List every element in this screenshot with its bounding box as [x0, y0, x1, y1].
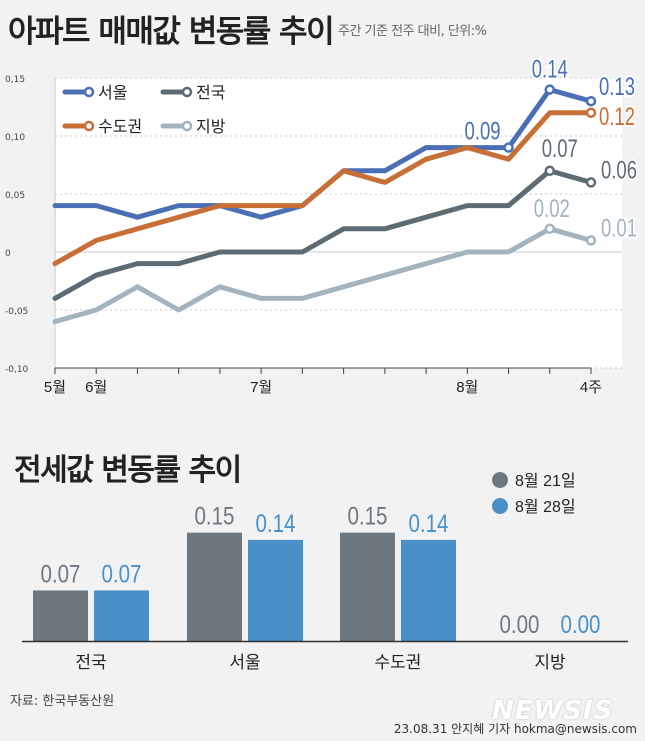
data-point-marker [544, 223, 556, 235]
y-tick-label: 0,05 [5, 191, 25, 201]
data-point-marker [585, 177, 597, 188]
bar-value-label: 0.00 [500, 611, 540, 639]
bar-category-label: 전국 [75, 653, 106, 672]
legend-marker [181, 86, 193, 98]
series-line-national [52, 168, 594, 301]
bar-category-label: 서울 [229, 653, 260, 672]
bar-서울-1 [248, 539, 303, 641]
bar-legend-swatch [492, 498, 508, 514]
data-label: 0.06 [601, 156, 637, 184]
legend-marker [83, 120, 95, 132]
data-point-marker [585, 235, 597, 246]
bar-수도권-1 [401, 539, 456, 641]
bar-전국-1 [94, 590, 149, 641]
bar-legend-label: 8월 21일 [515, 472, 576, 490]
bar-value-label: 0.07 [102, 560, 142, 588]
bar-category-label: 지방 [534, 653, 566, 672]
bar-value-label: 0.14 [409, 510, 449, 538]
data-point-marker [544, 84, 556, 95]
data-label: 0.07 [542, 135, 578, 163]
legend-marker [83, 86, 95, 98]
bar-legend-label: 8월 28일 [515, 498, 576, 516]
line-chart-subtitle: 주간 기준 전주 대비, 단위:% [338, 24, 487, 39]
bar-value-label: 0.07 [41, 560, 81, 588]
legend-label-metro: 수도권 [98, 118, 142, 136]
data-label: 0.14 [532, 56, 568, 84]
legend-label-provincial: 지방 [196, 118, 226, 136]
bar-value-label: 0.15 [348, 503, 388, 531]
bar-value-label: 0.15 [195, 503, 235, 531]
bar-value-label: 0.00 [561, 611, 601, 639]
y-tick-label: -0,05 [5, 307, 28, 317]
data-point-marker [585, 95, 597, 107]
legend-label-national: 전국 [196, 84, 225, 102]
data-point-marker [544, 165, 556, 177]
series-line-provincial [52, 226, 594, 325]
bar-chart-title: 전세값 변동률 추이 [14, 453, 242, 488]
bar-legend-swatch [492, 472, 508, 488]
legend-marker [181, 120, 193, 132]
bar-category-label: 수도권 [375, 653, 422, 672]
y-tick-label: -0,10 [5, 365, 29, 375]
x-tick-label: 8월 [456, 379, 478, 396]
data-label: 0.09 [465, 118, 501, 146]
y-tick-label: 0 [5, 249, 11, 259]
line-chart-title: 아파트 매매값 변동률 추이 [8, 14, 335, 50]
y-tick-label: 0,10 [5, 133, 25, 143]
byline-credit: 23.08.31 안지혜 기자 hokma@newsis.com [393, 722, 637, 736]
data-label: 0.13 [599, 73, 635, 101]
newsis-watermark-logo: NEWSIS [492, 696, 614, 726]
x-tick-label: 4주 [580, 379, 602, 396]
data-label: 0.02 [534, 195, 570, 223]
bar-value-label: 0.14 [256, 510, 296, 538]
x-tick-label: 6월 [85, 379, 107, 396]
source-note: 자료: 한국부동산원 [10, 694, 115, 709]
legend-label-seoul: 서울 [98, 84, 127, 102]
bar-서울-0 [187, 532, 242, 641]
x-tick-label: 5월 [44, 379, 66, 396]
x-tick-label: 7월 [250, 379, 272, 396]
bar-수도권-0 [340, 532, 395, 641]
data-label: 0.12 [599, 103, 635, 131]
y-tick-label: 0,15 [5, 75, 25, 85]
data-point-marker [585, 107, 597, 119]
series-line-metro [52, 110, 594, 267]
data-label: 0.01 [601, 214, 637, 242]
data-point-marker [503, 142, 514, 153]
bar-전국-0 [33, 590, 88, 641]
